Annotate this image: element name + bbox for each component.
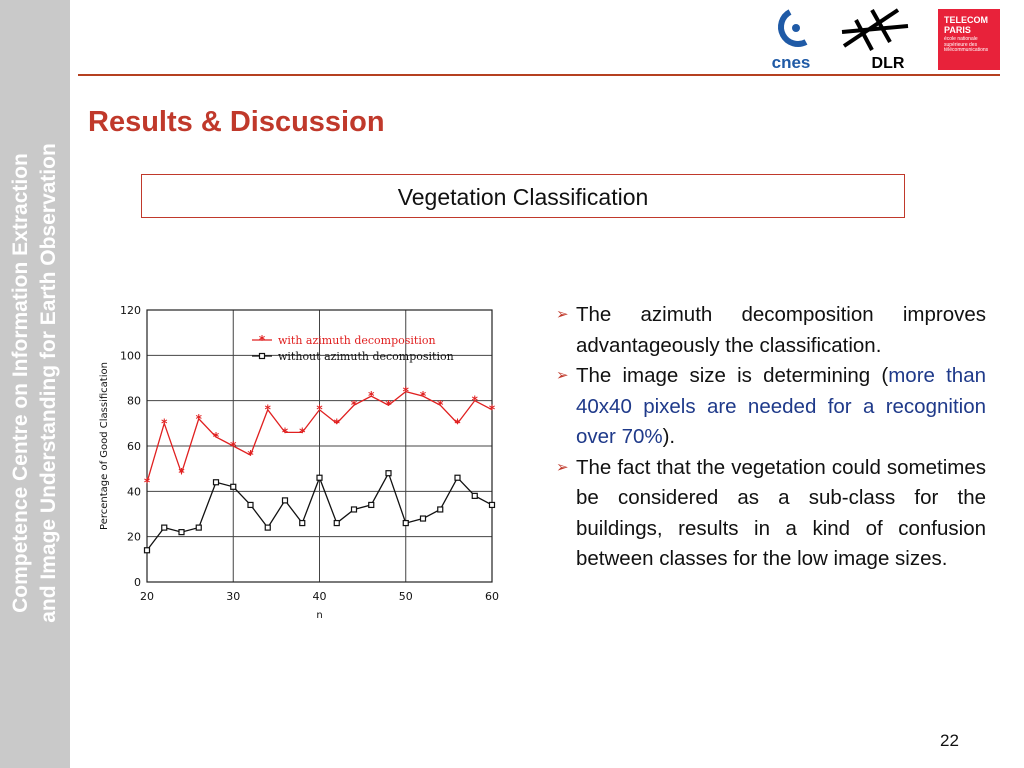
arrow-bullet-icon: ➢: [556, 367, 569, 384]
x-tick-label: 60: [485, 590, 499, 603]
data-point-star: *: [282, 425, 289, 439]
data-point-star: *: [454, 416, 461, 430]
data-point-square: [471, 492, 478, 499]
data-point-square: [333, 519, 340, 527]
page-number: 22: [940, 731, 959, 750]
cnes-logo: cnes: [772, 9, 811, 72]
data-point-square: [195, 524, 202, 531]
bullet-item-1: ➢ The azimuth decomposition improves adva…: [556, 300, 986, 361]
y-tick-label: 120: [120, 304, 141, 317]
data-point-star: *: [161, 416, 168, 430]
data-point-star: *: [196, 412, 203, 426]
bullet-list: ➢ The azimuth decomposition improves adva…: [556, 300, 986, 575]
dlr-logo: DLR: [841, 8, 909, 72]
bullet-item-3: ➢ The fact that the vegetation could some…: [556, 453, 986, 575]
bullet-text-2-highlight: more than 40x40 pixels are needed for a …: [576, 364, 986, 448]
x-tick-label: 20: [140, 590, 154, 603]
x-axis-label: n: [316, 610, 322, 621]
bullet-text-2-post: ).: [662, 425, 676, 448]
data-point-square: [402, 519, 409, 527]
x-tick-label: 40: [313, 590, 327, 603]
data-point-square: [143, 547, 151, 554]
x-tick-label: 30: [226, 590, 240, 603]
data-point-star: *: [351, 398, 358, 412]
data-point-star: *: [178, 466, 185, 480]
data-point-star: *: [230, 439, 237, 453]
data-point-star: *: [385, 398, 392, 412]
arrow-bullet-icon: ➢: [556, 458, 569, 476]
y-tick-label: 40: [127, 485, 141, 498]
data-point-star: *: [265, 403, 272, 417]
data-point-star: *: [334, 416, 341, 430]
data-point-square: [437, 506, 444, 513]
data-point-star: *: [420, 389, 427, 403]
y-tick-label: 60: [127, 440, 141, 453]
data-point-star: *: [437, 398, 444, 412]
data-point-square: [178, 529, 185, 536]
data-point-square: [264, 524, 271, 531]
subtitle-box: Vegetation Classification: [141, 174, 905, 218]
bullet-text-3: The fact that the vegetation could somet…: [576, 455, 986, 571]
arrow-bullet-icon: ➢: [556, 306, 569, 323]
legend-marker-square: [258, 352, 266, 360]
telecom-logo-subtitle: école nationale supérieure des télécommu…: [944, 36, 989, 53]
telecom-logo-title-2: PARIS: [944, 25, 971, 35]
data-point-square: [368, 501, 375, 509]
slide-title: Results & Discussion: [88, 106, 385, 138]
data-point-star: *: [247, 448, 254, 462]
data-point-star: *: [316, 403, 323, 417]
y-tick-label: 80: [127, 395, 141, 408]
bullet-item-2: ➢ The image size is determining (more tha…: [556, 361, 986, 453]
data-point-square: [281, 497, 289, 504]
data-point-square: [161, 524, 168, 531]
sidebar-caption: Competence Centre on Information Extract…: [7, 143, 63, 623]
data-point-star: *: [368, 389, 375, 403]
header-rule: [78, 74, 1000, 76]
x-tick-label: 50: [399, 590, 413, 603]
data-point-square: [350, 506, 358, 513]
data-point-square: [247, 501, 254, 509]
y-tick-label: 20: [127, 531, 141, 544]
data-point-star: *: [472, 394, 479, 408]
data-point-square: [212, 479, 220, 486]
dlr-logo-text: DLR: [872, 55, 905, 72]
data-point-square: [419, 515, 427, 522]
legend-entry-2: without azimuth decomposition: [278, 350, 454, 363]
series-line-1: [146, 390, 493, 483]
data-point-star: *: [213, 430, 220, 444]
sidebar-line-1: Competence Centre on Information Extract…: [9, 153, 32, 613]
sidebar: Competence Centre on Information Extract…: [0, 0, 70, 768]
legend-entry-1: with azimuth decomposition: [278, 334, 436, 347]
data-point-square: [230, 483, 237, 490]
data-point-star: *: [403, 385, 410, 399]
data-point-square: [385, 470, 392, 477]
data-point-square: [454, 474, 461, 481]
legend-marker-star: *: [259, 333, 266, 347]
sidebar-line-2: and Image Understanding for Earth Observ…: [37, 143, 60, 623]
telecom-logo-title-1: TELECOM: [944, 15, 988, 25]
y-tick-label: 0: [134, 576, 141, 589]
data-point-square: [316, 474, 323, 481]
data-point-star: *: [299, 425, 306, 439]
bullet-text-1: The azimuth decomposition improves advan…: [576, 303, 986, 357]
plot-frame: [146, 309, 493, 583]
telecom-paris-logo: TELECOM PARIS école nationale supérieure…: [938, 9, 1000, 70]
data-point-square: [299, 519, 306, 527]
data-point-star: *: [489, 403, 496, 417]
y-axis-label: Percentage of Good Classification: [99, 362, 110, 530]
y-tick-label: 100: [120, 349, 141, 362]
cnes-logo-text: cnes: [772, 53, 811, 72]
bullet-text-2-pre: The image size is determining (: [576, 364, 889, 387]
data-point-star: *: [144, 475, 151, 489]
data-point-square: [488, 501, 496, 509]
